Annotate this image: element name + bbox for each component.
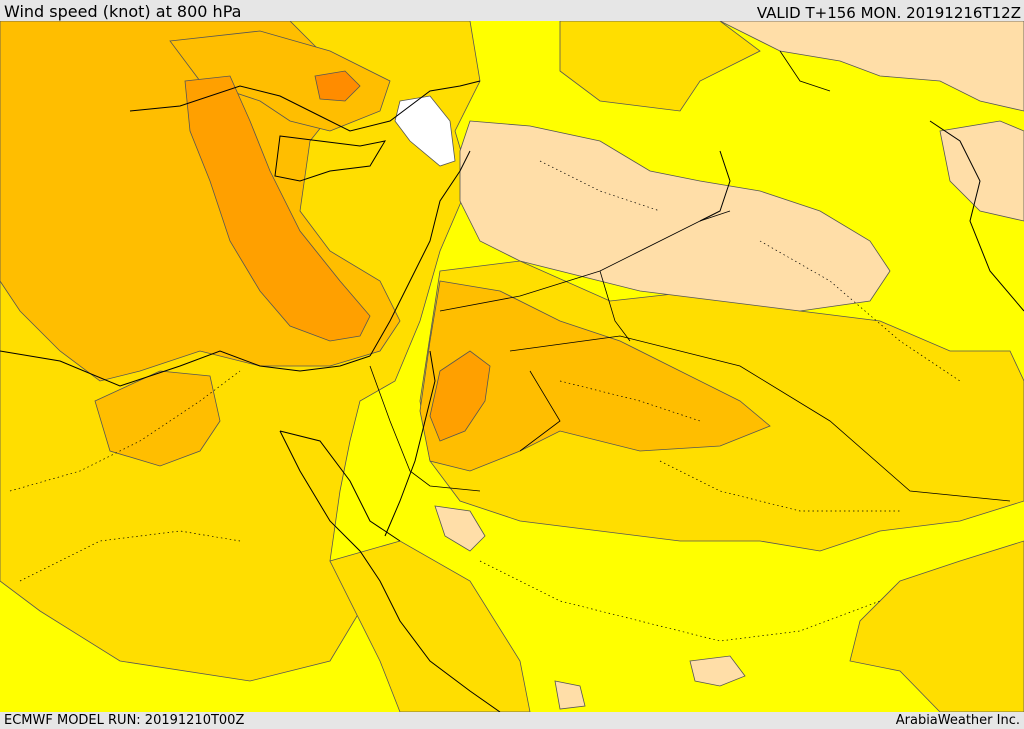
light-patch-south-3 [554, 680, 586, 710]
light-patch-south-1 [434, 505, 486, 552]
calm-patch [394, 95, 456, 167]
footer-bar: ECMWF MODEL RUN: 20191210T00Z ArabiaWeat… [0, 712, 1024, 729]
light-patch-south-2 [689, 655, 746, 687]
wind-speed-map [0, 21, 1024, 712]
light-region-northeast [719, 21, 1024, 112]
coastlines [0, 80, 1024, 712]
gold-region-northeast [559, 21, 761, 112]
gold-region-southeast [849, 540, 1024, 712]
light-region-iraq [459, 120, 891, 312]
orange-region-jordan [429, 350, 491, 442]
light-region-east [939, 120, 1024, 222]
header-bar: Wind speed (knot) at 800 hPa VALID T+156… [0, 0, 1024, 22]
amber-region-central [419, 280, 771, 472]
province-borders [9, 160, 961, 642]
valid-time: VALID T+156 MON. 20191216T12Z [756, 4, 1021, 22]
country-borders [369, 50, 1011, 502]
gold-region-south [329, 540, 531, 712]
amber-region-lower-west [94, 370, 221, 467]
credit-label: ArabiaWeather Inc. [895, 713, 1020, 728]
model-run-label: ECMWF MODEL RUN: 20191210T00Z [4, 713, 245, 728]
deep-orange-patch [314, 70, 361, 102]
map-title: Wind speed (knot) at 800 hPa [4, 2, 242, 21]
orange-jet-core [184, 75, 371, 342]
